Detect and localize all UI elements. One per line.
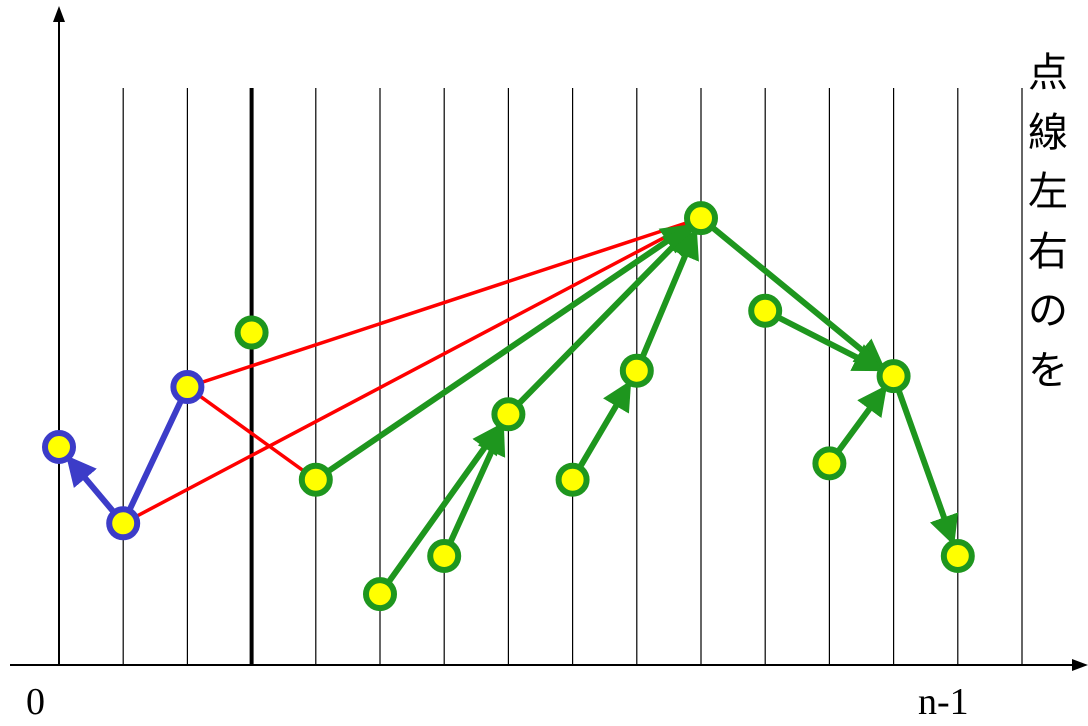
y-axis-arrowhead (53, 6, 65, 22)
side-text-line-4: 右 (1028, 229, 1068, 275)
green-node-g3 (234, 315, 269, 350)
x-axis-arrowhead (1072, 659, 1088, 671)
green-node-g4 (298, 462, 333, 497)
red-edge-b1-g10 (121, 216, 703, 526)
x-axis-start-label: 0 (26, 681, 45, 723)
blue-edge-b1-b2 (120, 384, 191, 527)
green-node-g7 (491, 397, 526, 432)
green-edge-g13-g14 (890, 373, 959, 546)
side-text-line-2: 線 (1028, 110, 1068, 156)
side-text-line-5: の (1028, 288, 1068, 334)
green-node-g11 (748, 293, 783, 328)
green-node-g10 (684, 201, 718, 236)
blue-node-b2 (170, 370, 205, 405)
side-text-line-6: を (1028, 348, 1068, 394)
green-node-g13 (876, 359, 911, 394)
x-axis-end-label: n-1 (918, 681, 969, 723)
side-text: 点 線 左 右 の を (1028, 50, 1068, 394)
blue-node-b0 (42, 430, 76, 464)
green-edge-g8-g9 (569, 380, 632, 483)
red-edge-b2-g10 (185, 216, 703, 389)
green-node-g8 (555, 462, 590, 497)
green-node-g5 (363, 577, 397, 612)
red-edge-b2-g4 (185, 385, 318, 482)
green-node-g9 (619, 353, 654, 388)
side-text-line-1: 点 (1028, 50, 1068, 96)
green-edge-g9-g10 (633, 228, 699, 374)
nodes (42, 201, 975, 612)
green-edge-g11-g13 (762, 307, 884, 372)
side-text-line-3: 左 (1028, 169, 1068, 215)
green-node-g12 (812, 446, 847, 481)
green-edge-g7-g10 (505, 225, 694, 418)
green-edge-g4-g10 (312, 224, 692, 483)
blue-node-b1 (106, 506, 141, 541)
green-node-g14 (940, 539, 975, 573)
green-edge-g10-g13 (698, 215, 886, 370)
green-node-g6 (427, 539, 462, 573)
green-edge-g6-g7 (441, 424, 506, 559)
